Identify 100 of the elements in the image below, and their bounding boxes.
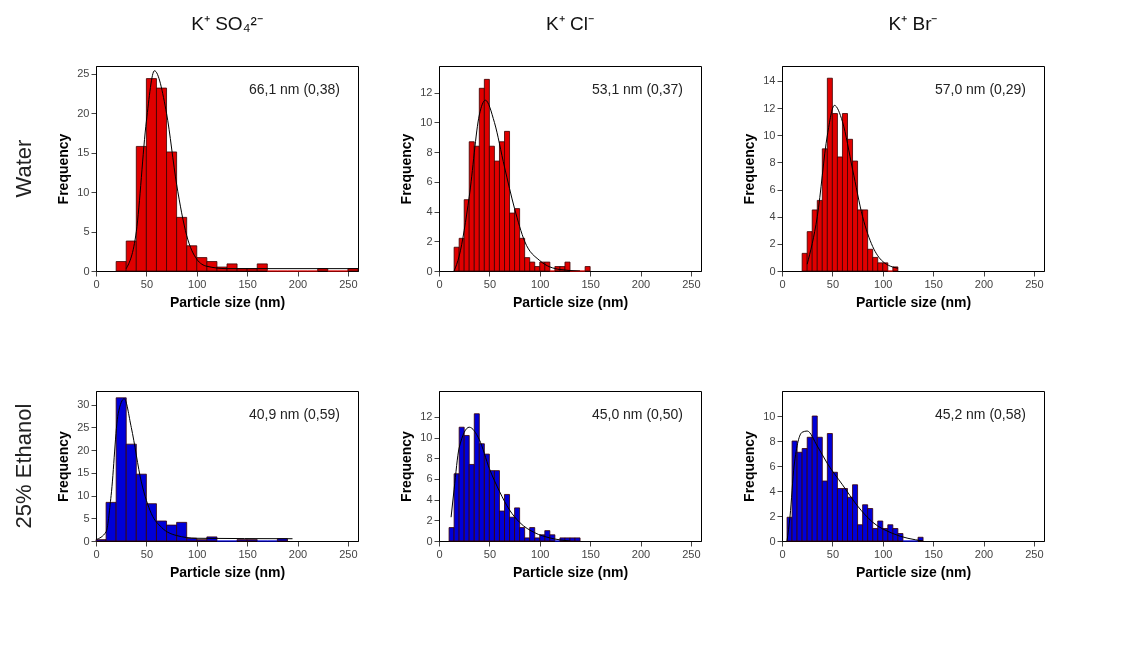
- x-tick-label: 200: [631, 277, 651, 290]
- y-tick-label: 2: [426, 234, 433, 247]
- x-tick-label: 250: [682, 277, 701, 290]
- x-tick-label: 0: [93, 547, 100, 560]
- x-tick-label: 150: [581, 547, 600, 560]
- x-tick-label: 100: [874, 547, 893, 560]
- y-tick-label: 4: [769, 210, 776, 223]
- y-tick-label: 5: [83, 511, 90, 524]
- x-tick-label: 0: [436, 547, 443, 560]
- y-tick-label: 20: [77, 443, 90, 456]
- x-axis-title: Particle size (nm): [855, 293, 972, 310]
- x-axis-title: Particle size (nm): [169, 293, 286, 310]
- y-tick-label: 25: [77, 67, 90, 80]
- x-tick-label: 250: [339, 277, 358, 290]
- y-tick-label: 8: [426, 451, 433, 464]
- y-tick-label: 6: [426, 472, 433, 485]
- x-tick-label: 50: [483, 277, 497, 290]
- y-tick-label: 10: [77, 489, 90, 502]
- x-tick-label: 150: [581, 277, 600, 290]
- y-tick-label: 30: [77, 398, 90, 411]
- annotation: 45,2 nm (0,58): [934, 406, 1026, 422]
- y-axis-title: Frequency: [741, 133, 758, 205]
- y-tick-label: 0: [426, 264, 433, 277]
- y-tick-label: 10: [420, 115, 433, 128]
- y-tick-label: 20: [77, 106, 90, 119]
- annotation: 57,0 nm (0,29): [934, 81, 1026, 97]
- y-tick-label: 12: [763, 101, 776, 114]
- chart-title: K⁺ Br⁻: [888, 13, 938, 34]
- x-tick-label: 250: [1025, 547, 1044, 560]
- text: 25% Ethanol: [11, 403, 36, 529]
- y-tick-label: 12: [420, 410, 433, 423]
- y-tick-label: 10: [763, 128, 776, 141]
- x-tick-label: 200: [631, 547, 651, 560]
- y-axis-title: Frequency: [55, 430, 72, 502]
- y-tick-label: 6: [769, 183, 776, 196]
- x-tick-label: 250: [1025, 277, 1044, 290]
- y-tick-label: 2: [769, 237, 776, 250]
- y-tick-label: 6: [769, 459, 776, 472]
- x-tick-label: 150: [924, 277, 943, 290]
- x-tick-label: 150: [238, 547, 257, 560]
- text: Water: [11, 139, 36, 198]
- y-tick-label: 25: [77, 420, 90, 433]
- x-tick-label: 0: [779, 277, 786, 290]
- x-tick-label: 200: [288, 547, 308, 560]
- x-tick-label: 100: [188, 277, 207, 290]
- y-tick-label: 0: [83, 534, 90, 547]
- y-tick-label: 10: [420, 431, 433, 444]
- annotation: 66,1 nm (0,38): [248, 81, 340, 97]
- y-tick-label: 0: [83, 264, 90, 277]
- x-tick-label: 100: [188, 547, 207, 560]
- y-tick-label: 8: [426, 145, 433, 158]
- x-axis-title: Particle size (nm): [512, 293, 629, 310]
- x-tick-label: 0: [93, 277, 100, 290]
- x-tick-label: 150: [924, 547, 943, 560]
- y-axis-title: Frequency: [55, 133, 72, 205]
- y-tick-label: 0: [769, 534, 776, 547]
- y-tick-label: 4: [769, 484, 776, 497]
- y-tick-label: 6: [426, 175, 433, 188]
- x-tick-label: 250: [339, 547, 358, 560]
- y-axis-title: Frequency: [398, 133, 415, 205]
- y-tick-label: 10: [763, 409, 776, 422]
- y-tick-label: 2: [769, 509, 776, 522]
- x-tick-label: 50: [140, 277, 154, 290]
- y-tick-label: 15: [77, 146, 90, 159]
- y-tick-label: 5: [83, 225, 90, 238]
- x-tick-label: 50: [140, 547, 154, 560]
- x-tick-label: 200: [288, 277, 308, 290]
- y-axis-title: Frequency: [398, 430, 415, 502]
- y-tick-label: 2: [426, 513, 433, 526]
- y-tick-label: 15: [77, 466, 90, 479]
- x-tick-label: 200: [974, 277, 994, 290]
- x-axis-title: Particle size (nm): [855, 563, 972, 580]
- x-tick-label: 50: [483, 547, 497, 560]
- y-axis-title: Frequency: [741, 430, 758, 502]
- annotation: 40,9 nm (0,59): [248, 406, 340, 422]
- x-tick-label: 50: [826, 277, 840, 290]
- annotation: 45,0 nm (0,50): [591, 406, 683, 422]
- y-tick-label: 8: [769, 155, 776, 168]
- x-tick-label: 50: [826, 547, 840, 560]
- y-tick-label: 0: [769, 264, 776, 277]
- annotation: 53,1 nm (0,37): [591, 81, 683, 97]
- x-axis-title: Particle size (nm): [169, 563, 286, 580]
- x-tick-label: 150: [238, 277, 257, 290]
- y-tick-label: 8: [769, 434, 776, 447]
- y-tick-label: 4: [426, 493, 433, 506]
- y-tick-label: 0: [426, 534, 433, 547]
- x-tick-label: 0: [436, 277, 443, 290]
- y-tick-label: 4: [426, 205, 433, 218]
- x-tick-label: 100: [531, 277, 550, 290]
- x-axis-title: Particle size (nm): [512, 563, 629, 580]
- x-tick-label: 0: [779, 547, 786, 560]
- chart-title: K⁺ Cl⁻: [546, 13, 594, 34]
- y-tick-label: 14: [763, 74, 776, 87]
- x-tick-label: 200: [974, 547, 994, 560]
- x-tick-label: 100: [874, 277, 893, 290]
- chart-title: K⁺ SO₄²⁻: [191, 13, 263, 34]
- x-tick-label: 250: [682, 547, 701, 560]
- y-tick-label: 12: [420, 86, 433, 99]
- y-tick-label: 10: [77, 185, 90, 198]
- x-tick-label: 100: [531, 547, 550, 560]
